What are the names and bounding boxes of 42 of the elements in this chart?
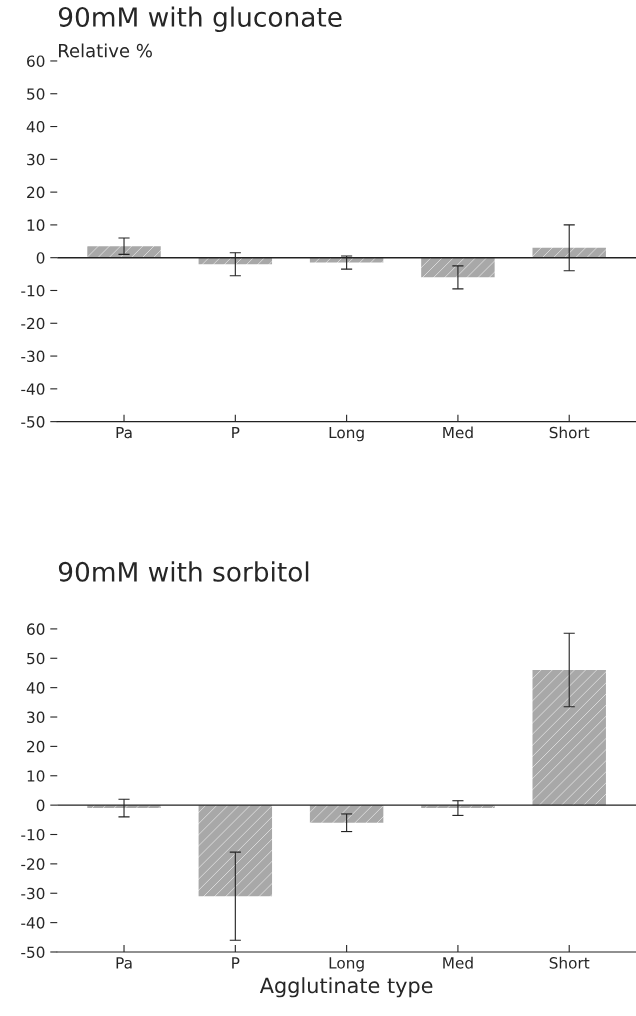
y-tick-label: 20 [27, 740, 45, 753]
y-tick-label: 10 [27, 770, 45, 782]
x-tick-label: Pa [116, 426, 132, 439]
x-tick-label: Pa [116, 957, 132, 969]
chart-title: 90mM with sorbitol [58, 561, 309, 582]
y-tick-label: 50 [27, 88, 45, 100]
y-tick-label: 40 [26, 682, 45, 694]
bar [421, 257, 495, 278]
bar [309, 257, 384, 263]
x-tick-label: P [232, 426, 240, 439]
bar [532, 247, 606, 258]
y-tick-label: -40 [21, 383, 45, 395]
y-tick-label: -50 [21, 416, 45, 428]
y-tick-label: -40 [21, 917, 45, 929]
x-tick-label: Long [329, 957, 364, 972]
x-tick-label: Med [443, 426, 473, 439]
y-tick-label: 60 [27, 623, 45, 635]
y-tick-label: -10 [21, 828, 45, 841]
y-tick-label: 50 [27, 652, 45, 665]
y-tick-label: 10 [27, 219, 45, 231]
x-tick-label: Short [549, 956, 590, 969]
y-tick-label: 60 [27, 55, 45, 67]
y-tick-label: -30 [21, 350, 45, 363]
y-tick-label: 20 [27, 186, 45, 199]
bar [198, 257, 273, 265]
y-axis-title: Relative % [59, 43, 152, 58]
y-tick-label: -50 [21, 946, 45, 959]
y-tick-label: -20 [21, 317, 45, 330]
x-tick-label: P [232, 957, 240, 969]
y-tick-label: -20 [21, 858, 45, 870]
y-tick-label: 0 [36, 799, 45, 812]
x-tick-label: Med [443, 956, 473, 969]
chart-title: 90mM with gluconate [58, 6, 342, 33]
x-tick-label: Long [329, 426, 364, 442]
y-tick-label: -30 [21, 887, 45, 900]
y-tick-label: 0 [36, 252, 45, 264]
y-tick-label: 40 [26, 121, 45, 133]
y-tick-label: 30 [27, 153, 45, 166]
y-tick-label: -10 [21, 284, 45, 297]
x-tick-label: Short [549, 426, 590, 439]
x-axis-title: Agglutinate type [259, 977, 433, 998]
y-tick-label: 30 [27, 711, 45, 724]
